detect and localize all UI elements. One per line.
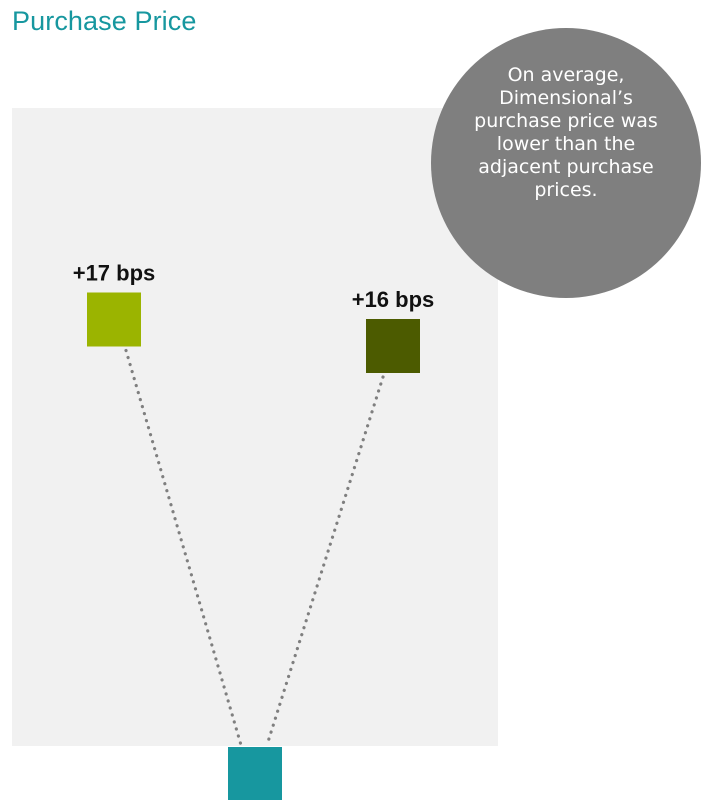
callout-bubble: On average, Dimensional’s purchase price… (431, 28, 701, 298)
chart-panel (12, 108, 498, 746)
connector-lines (124, 348, 385, 747)
marker-plus-16-bps (366, 319, 420, 373)
price-markers (87, 292, 420, 800)
marker-plus-17-bps (87, 292, 141, 347)
marker-reference (228, 747, 282, 800)
value-labels: +17 bps +16 bps (73, 261, 435, 313)
callout-text: On average, Dimensional’s purchase price… (474, 64, 658, 201)
chart-title: Purchase Price (12, 6, 197, 36)
label-plus-17-bps: +17 bps (73, 261, 156, 286)
label-plus-16-bps: +16 bps (352, 287, 435, 312)
connector-line-left (124, 348, 243, 747)
connector-line-right (265, 375, 385, 747)
